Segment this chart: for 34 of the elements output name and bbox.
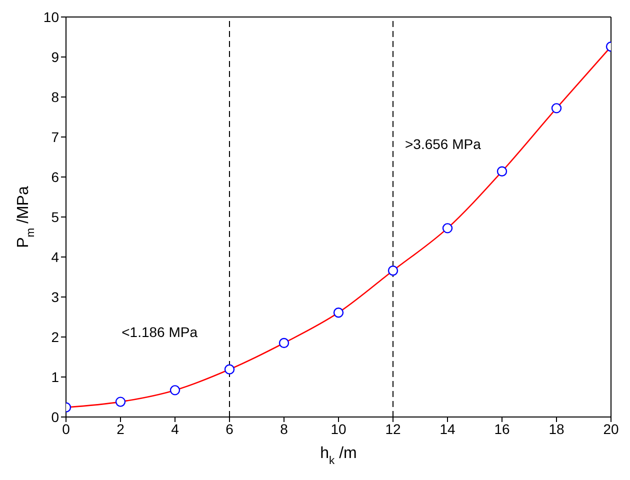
y-tick-label: 6: [51, 168, 60, 185]
y-tick-label: 0: [51, 408, 60, 425]
y-tick-label: 3: [51, 288, 60, 305]
point: [224, 364, 235, 374]
x-tick-label: 10: [330, 420, 346, 437]
x-tick-label: 18: [548, 420, 564, 437]
point: [496, 166, 508, 176]
point: [333, 308, 344, 318]
x-tick-label: 6: [226, 420, 234, 437]
point: [388, 266, 398, 276]
x-tick-label: 0: [62, 420, 70, 437]
point: [442, 223, 453, 234]
y-tick-label: 9: [51, 48, 60, 65]
y-tick-label: 4: [51, 248, 60, 265]
x-tick-label: 4: [171, 420, 180, 437]
point: [551, 103, 562, 114]
x-tick-label: 16: [494, 420, 510, 437]
x-axis-title: h$_{k}$ /m: [320, 445, 357, 467]
point: [115, 396, 126, 407]
point: [278, 338, 290, 348]
y-tick-label: 8: [51, 88, 60, 105]
x-tick-label: 14: [440, 420, 456, 437]
y-tick-label: 2: [51, 328, 60, 345]
x-tick-label: 2: [116, 420, 125, 437]
ref-line-label: >3.656 MPa: [405, 136, 482, 152]
point: [170, 385, 180, 396]
y-tick-label: 10: [43, 8, 60, 25]
y-tick-label: 5: [51, 208, 60, 225]
y-tick-label: 7: [51, 128, 60, 145]
x-tick-label: 12: [385, 420, 401, 437]
x-tick-label: 8: [280, 420, 288, 437]
y-tick-label: 1: [51, 368, 60, 385]
x-tick-label: 20: [603, 420, 619, 437]
ref-line-label: <1.186 MPa: [122, 324, 198, 340]
